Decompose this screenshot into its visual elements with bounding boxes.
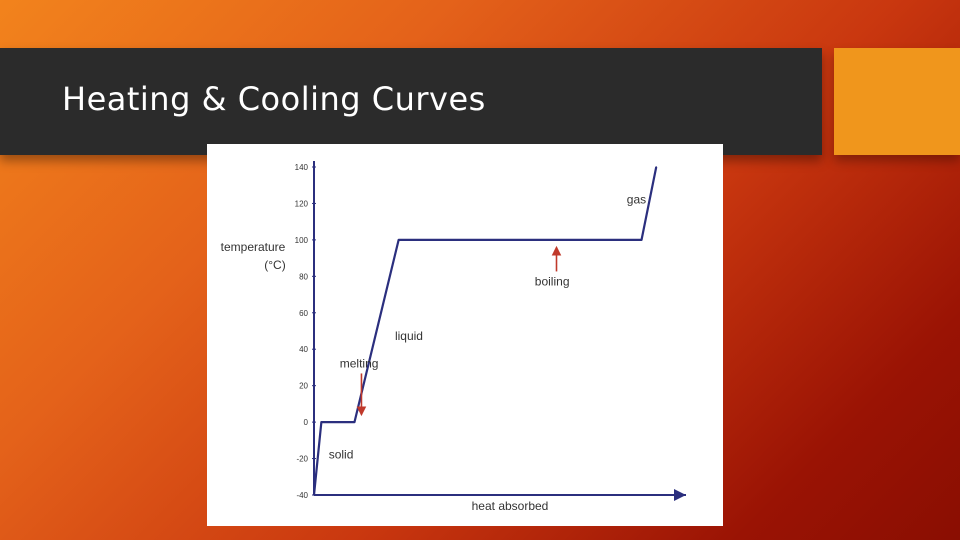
curve-point [640,239,643,241]
annotation-liquid: liquid [395,329,423,343]
y-tick-label: 120 [295,199,309,208]
heating-curve-chart: 140 120 100 80 60 40 20 0 -20 -40 temperature (°C) h… [221,161,686,513]
y-tick-label: -20 [296,455,308,464]
curve-point [313,494,315,496]
annotation-boiling: boiling [535,274,570,288]
annotation-gas: gas [627,192,646,206]
y-tick-label: 0 [304,418,309,427]
y-axis-label-unit: (°C) [264,258,285,272]
y-tick-label: 140 [295,163,309,172]
curve-point [353,421,356,423]
chart-panel: 140 120 100 80 60 40 20 0 -20 -40 temperature (°C) h… [207,144,723,526]
curve-point [655,166,658,168]
y-tick-label: 40 [299,345,308,354]
y-tick-label: 20 [299,382,308,391]
y-tick-label: 100 [295,236,309,245]
curve-point [397,239,400,241]
y-axis-label: temperature [221,240,286,254]
accent-block [834,48,960,155]
annotation-solid: solid [329,448,354,462]
x-axis-label: heat absorbed [472,499,549,513]
annotation-melting: melting [340,356,379,370]
title-bar [0,48,822,155]
slide-title: Heating & Cooling Curves [62,80,486,118]
y-tick-label: 80 [299,272,308,281]
y-tick-label: 60 [299,309,308,318]
heating-curve-line [312,166,658,496]
y-tick-label: -40 [296,491,308,500]
curve-point [320,421,323,423]
